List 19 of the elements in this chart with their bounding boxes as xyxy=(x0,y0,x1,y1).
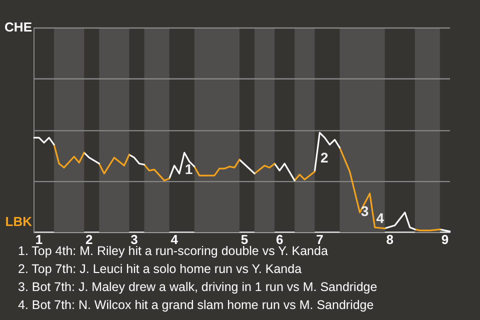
annotation: 4 xyxy=(376,210,384,226)
x-tick-label: 8 xyxy=(386,232,394,247)
text: 4. Bot 7th: N. Wilcox hit a grand slam home run vs M. Sandridge xyxy=(18,297,375,314)
x-tick-label: 6 xyxy=(276,232,284,247)
x-tick-label: 5 xyxy=(240,232,248,247)
annotation: 1 xyxy=(184,160,193,177)
text: 3. Bot 7th: J. Maley drew a walk, driving in 1 run vs M. Sandridge xyxy=(18,279,378,296)
annotation: 2 xyxy=(320,150,328,166)
x-tick-label: 9 xyxy=(441,232,449,247)
x-tick-label: 2 xyxy=(86,232,93,247)
x-tick-label: 3 xyxy=(130,232,138,247)
text: CHE xyxy=(4,20,32,35)
annotation: 3 xyxy=(360,202,369,219)
text: 1. Top 4th: M. Riley hit a run-scoring double vs Y. Kanda xyxy=(18,244,329,260)
text: LBK xyxy=(5,214,33,229)
x-tick-label: 7 xyxy=(316,232,324,247)
x-tick-label: 1 xyxy=(35,232,43,247)
text: 2. Top 7th: J. Leuci hit a solo home run vs Y. Kanda xyxy=(18,261,303,278)
x-tick-label: 4 xyxy=(170,232,179,247)
